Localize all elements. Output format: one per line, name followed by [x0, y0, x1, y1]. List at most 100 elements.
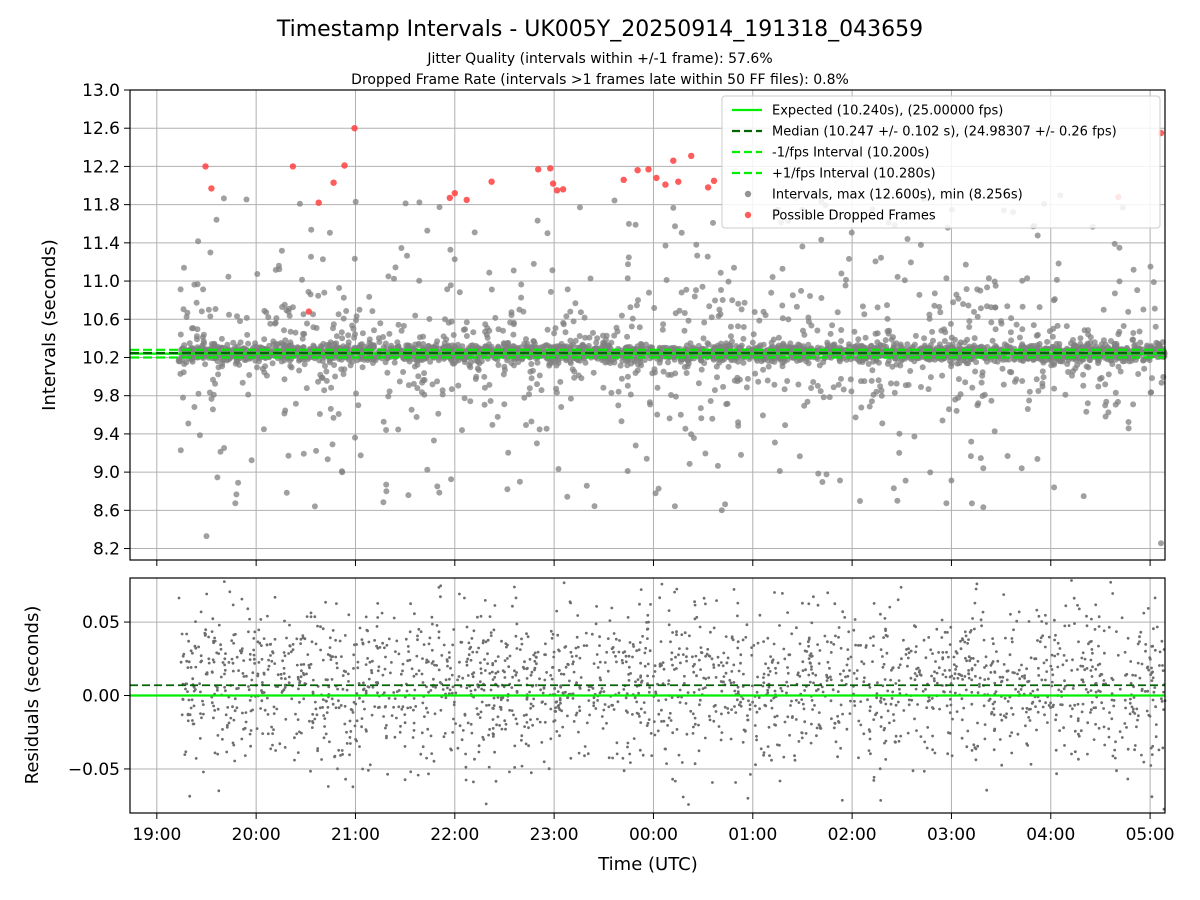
residual-point	[846, 674, 850, 678]
residual-point	[315, 713, 319, 717]
residual-point	[566, 714, 569, 718]
residual-point	[1010, 731, 1014, 734]
interval-point	[467, 364, 474, 371]
residual-point	[786, 666, 789, 669]
interval-point	[718, 287, 724, 293]
residual-point	[1053, 638, 1056, 642]
interval-point	[1130, 401, 1137, 408]
residual-point	[466, 674, 470, 677]
interval-point	[467, 398, 474, 405]
residual-point	[515, 647, 519, 650]
residual-point	[829, 678, 833, 682]
residual-point	[753, 704, 757, 708]
residual-point	[657, 712, 661, 716]
residual-point	[617, 650, 621, 654]
interval-point	[292, 400, 299, 407]
interval-point	[735, 300, 742, 307]
interval-point	[714, 462, 721, 469]
residual-point	[624, 654, 628, 658]
residual-point	[240, 647, 244, 650]
interval-point	[879, 420, 886, 427]
residual-point	[1017, 668, 1021, 672]
residual-point	[606, 669, 610, 673]
residual-point	[748, 703, 752, 707]
interval-point	[261, 307, 268, 314]
top-y-tick-label: 10.6	[82, 310, 120, 330]
interval-point	[911, 358, 918, 365]
interval-point	[1102, 413, 1109, 420]
interval-point	[848, 388, 855, 395]
interval-point	[501, 363, 508, 370]
interval-point	[971, 335, 978, 342]
interval-point	[186, 340, 193, 347]
interval-point	[530, 260, 537, 267]
residual-point	[467, 653, 471, 657]
residual-point	[1070, 579, 1073, 582]
residual-point	[189, 706, 193, 710]
residual-point	[387, 696, 391, 700]
interval-point	[968, 438, 975, 445]
residual-point	[1110, 717, 1114, 721]
interval-point	[904, 236, 911, 242]
interval-point	[415, 340, 422, 347]
residual-point	[300, 731, 303, 735]
interval-point	[734, 378, 741, 385]
residual-point	[367, 677, 371, 681]
interval-point	[873, 357, 880, 364]
residual-point	[926, 726, 930, 729]
residual-point	[836, 714, 839, 718]
residual-point	[376, 602, 380, 605]
interval-point	[837, 477, 843, 484]
interval-point	[740, 335, 747, 342]
interval-point	[333, 340, 340, 347]
residual-point	[786, 611, 789, 614]
residual-point	[513, 669, 516, 673]
interval-point	[269, 360, 276, 367]
residual-point	[731, 638, 735, 642]
residual-point	[884, 702, 888, 706]
interval-point	[215, 364, 222, 371]
residual-point	[697, 658, 701, 662]
residual-point	[974, 587, 978, 591]
residual-point	[598, 644, 601, 647]
residual-point	[1094, 690, 1098, 694]
interval-point	[459, 427, 465, 434]
residual-point	[762, 753, 765, 757]
interval-point	[1111, 290, 1118, 297]
residual-point	[914, 687, 918, 691]
interval-point	[520, 308, 527, 315]
interval-point	[530, 338, 537, 345]
interval-point	[1151, 305, 1158, 312]
residual-point	[1125, 726, 1128, 729]
residual-point	[384, 726, 387, 730]
residual-point	[955, 710, 959, 713]
interval-point	[1063, 323, 1070, 330]
residual-point	[949, 625, 953, 629]
interval-point	[678, 229, 685, 236]
residual-point	[313, 700, 317, 704]
residual-point	[807, 644, 810, 648]
residual-point	[232, 633, 236, 637]
residual-point	[491, 718, 495, 721]
residual-point	[1080, 710, 1084, 714]
interval-point	[1080, 493, 1087, 500]
interval-point	[510, 331, 517, 338]
residual-point	[272, 712, 276, 715]
residual-point	[949, 690, 952, 694]
interval-point	[543, 342, 550, 348]
residual-point	[1126, 777, 1130, 781]
residual-point	[343, 722, 347, 726]
interval-point	[391, 359, 398, 366]
residual-point	[845, 663, 849, 667]
residual-point	[786, 684, 790, 688]
residual-point	[586, 752, 590, 756]
residual-point	[554, 706, 557, 710]
residual-point	[299, 642, 302, 645]
interval-point	[740, 359, 747, 366]
residual-point	[980, 624, 983, 628]
interval-point	[209, 406, 216, 413]
residual-point	[247, 630, 250, 634]
residual-point	[186, 666, 190, 669]
residual-point	[1036, 639, 1039, 642]
residual-point	[227, 661, 231, 664]
